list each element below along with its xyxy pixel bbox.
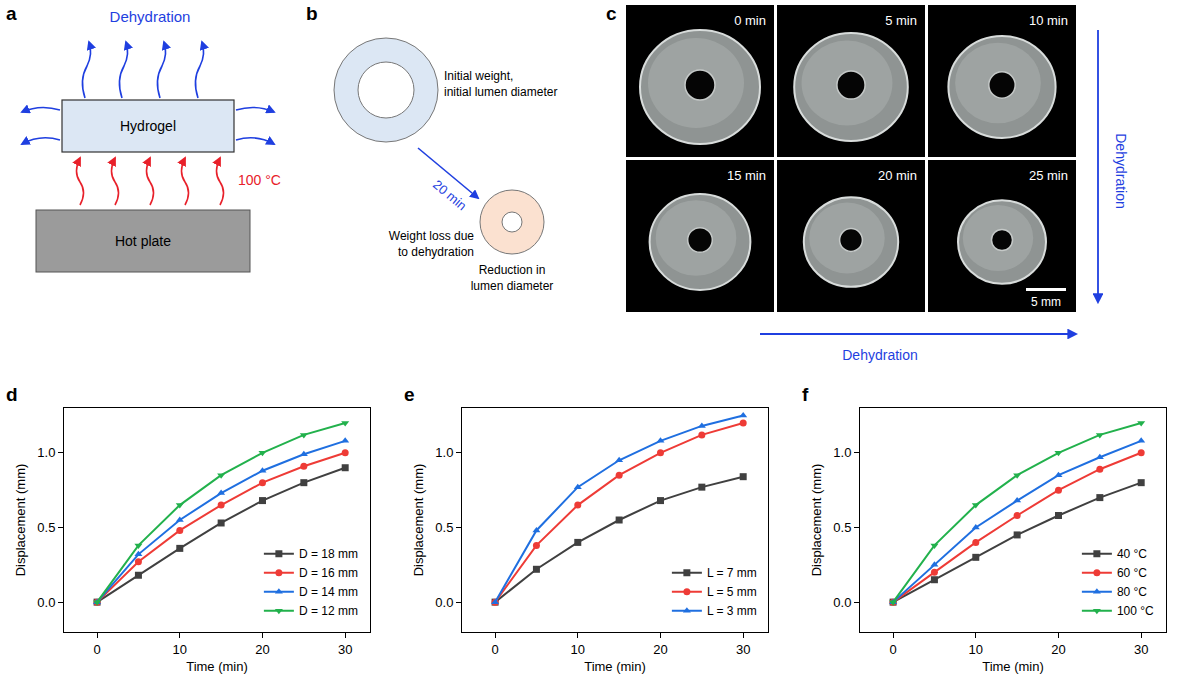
svg-text:D = 16 mm: D = 16 mm xyxy=(299,566,358,580)
svg-text:100 °C: 100 °C xyxy=(1117,604,1154,618)
svg-text:Time (min): Time (min) xyxy=(584,659,646,674)
svg-text:to dehydration: to dehydration xyxy=(398,245,474,259)
svg-text:30: 30 xyxy=(736,642,750,657)
svg-text:Reduction in: Reduction in xyxy=(479,263,546,277)
svg-text:60 °C: 60 °C xyxy=(1117,566,1147,580)
svg-text:0 min: 0 min xyxy=(734,13,766,28)
svg-text:10 min: 10 min xyxy=(1029,13,1068,28)
svg-text:10: 10 xyxy=(173,642,187,657)
svg-text:5 mm: 5 mm xyxy=(1031,295,1061,309)
svg-text:lumen diameter: lumen diameter xyxy=(471,279,554,293)
svg-text:1.0: 1.0 xyxy=(435,445,453,460)
svg-text:D = 18 mm: D = 18 mm xyxy=(299,547,358,561)
svg-text:0: 0 xyxy=(491,642,498,657)
svg-text:20: 20 xyxy=(653,642,667,657)
svg-text:L = 5 mm: L = 5 mm xyxy=(707,585,757,599)
svg-text:0: 0 xyxy=(889,642,896,657)
svg-text:30: 30 xyxy=(1134,642,1148,657)
svg-text:0.5: 0.5 xyxy=(435,520,453,535)
html-text:d: d xyxy=(6,384,18,405)
svg-text:c: c xyxy=(606,3,617,24)
svg-text:1.0: 1.0 xyxy=(37,445,55,460)
svg-text:20: 20 xyxy=(255,642,269,657)
svg-text:100 °C: 100 °C xyxy=(238,172,281,188)
svg-text:D = 14 mm: D = 14 mm xyxy=(299,585,358,599)
svg-text:0.0: 0.0 xyxy=(37,595,55,610)
svg-text:Hot plate: Hot plate xyxy=(115,233,171,249)
svg-text:Dehydration: Dehydration xyxy=(842,347,918,363)
svg-text:0.5: 0.5 xyxy=(833,520,851,535)
svg-text:10: 10 xyxy=(571,642,585,657)
svg-text:15 min: 15 min xyxy=(727,168,766,183)
svg-text:Weight loss due: Weight loss due xyxy=(389,229,474,243)
svg-text:0.5: 0.5 xyxy=(37,520,55,535)
svg-text:Displacement (mm): Displacement (mm) xyxy=(411,464,426,577)
html-text:f: f xyxy=(802,384,809,405)
svg-text:D = 12 mm: D = 12 mm xyxy=(299,604,358,618)
svg-text:0.0: 0.0 xyxy=(833,595,851,610)
svg-text:20 min: 20 min xyxy=(878,168,917,183)
svg-text:Dehydration: Dehydration xyxy=(1113,133,1129,209)
svg-text:b: b xyxy=(306,3,318,24)
svg-text:20: 20 xyxy=(1051,642,1065,657)
svg-text:L = 7 mm: L = 7 mm xyxy=(707,566,757,580)
svg-text:Displacement (mm): Displacement (mm) xyxy=(809,464,824,577)
svg-text:0.0: 0.0 xyxy=(435,595,453,610)
svg-text:1.0: 1.0 xyxy=(833,445,851,460)
svg-text:10: 10 xyxy=(969,642,983,657)
svg-text:L = 3 mm: L = 3 mm xyxy=(707,604,757,618)
svg-text:Hydrogel: Hydrogel xyxy=(120,118,176,134)
svg-text:30: 30 xyxy=(338,642,352,657)
svg-text:40 °C: 40 °C xyxy=(1117,547,1147,561)
html-text:e: e xyxy=(404,384,415,405)
svg-text:Initial weight,: Initial weight, xyxy=(444,69,513,83)
svg-text:25 min: 25 min xyxy=(1029,168,1068,183)
svg-text:80 °C: 80 °C xyxy=(1117,585,1147,599)
svg-text:initial lumen diameter: initial lumen diameter xyxy=(444,85,557,99)
svg-text:0: 0 xyxy=(93,642,100,657)
svg-text:Time (min): Time (min) xyxy=(982,659,1044,674)
svg-text:Time (min): Time (min) xyxy=(186,659,248,674)
svg-text:Displacement (mm): Displacement (mm) xyxy=(13,464,28,577)
svg-text:Dehydration: Dehydration xyxy=(110,8,191,25)
svg-text:20 min: 20 min xyxy=(430,177,470,214)
svg-text:5 min: 5 min xyxy=(885,13,917,28)
svg-text:a: a xyxy=(6,3,17,24)
